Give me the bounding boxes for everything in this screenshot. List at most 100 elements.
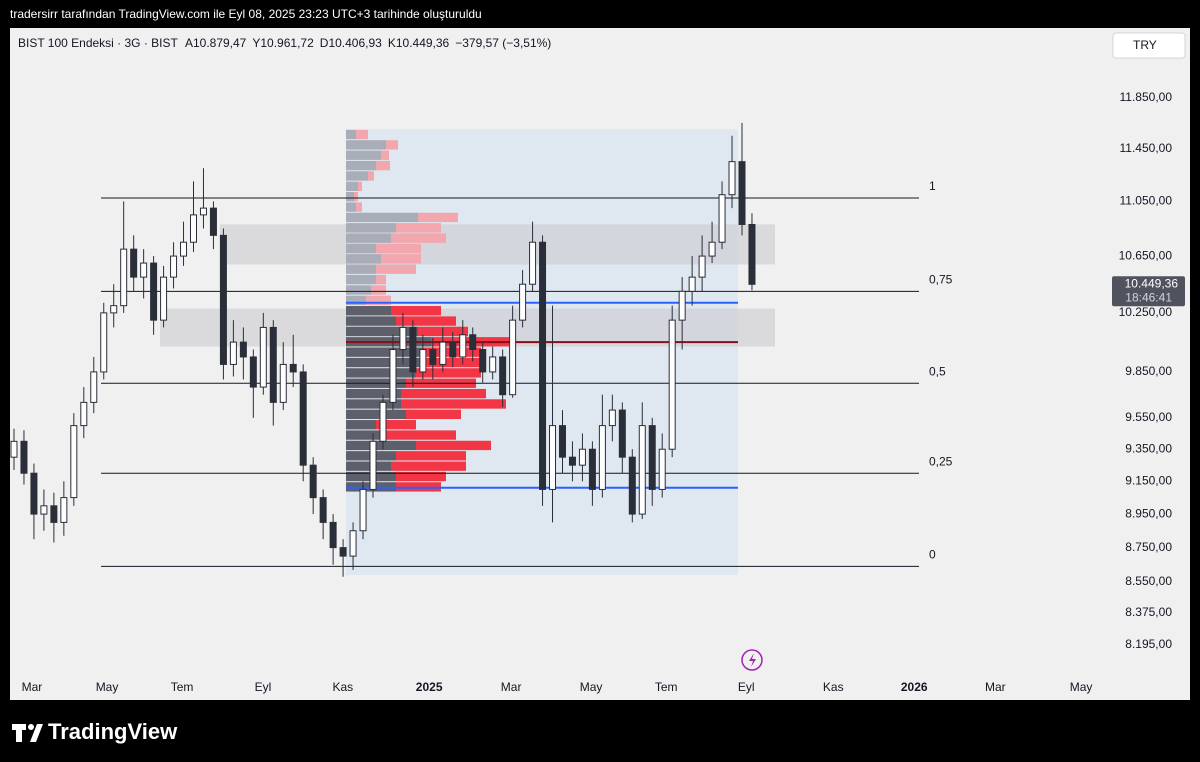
- x-tick-label: May: [580, 680, 603, 694]
- x-tick-label: Tem: [655, 680, 678, 694]
- candle-body: [459, 334, 467, 358]
- brand: TradingView: [48, 719, 178, 744]
- profile-down: [381, 430, 456, 440]
- profile-up: [346, 399, 401, 409]
- candle-body: [229, 341, 237, 365]
- x-tick-label: Eyl: [255, 680, 272, 694]
- candle-body: [219, 234, 227, 365]
- y-tick-label: 9.550,00: [1125, 410, 1172, 424]
- currency: TRY: [1133, 38, 1157, 52]
- candle-body: [489, 356, 497, 373]
- profile-up: [346, 430, 381, 440]
- profile-down: [386, 140, 398, 150]
- profile-down: [376, 160, 390, 171]
- profile-down: [376, 243, 421, 254]
- profile-down: [358, 181, 362, 192]
- candle-body: [479, 349, 487, 373]
- candle-body: [718, 194, 726, 243]
- candle-body: [130, 248, 138, 278]
- candle-body: [409, 326, 417, 373]
- symbol: BIST 100 Endeksi · 3G · BIST: [18, 36, 179, 50]
- y-tick-label: 10.250,00: [1119, 305, 1173, 319]
- profile-up: [346, 171, 368, 181]
- profile-up: [346, 409, 406, 420]
- profile-down: [418, 212, 458, 223]
- candle-body: [299, 371, 307, 466]
- candle-body: [568, 456, 576, 466]
- price-tag-label: 10.449,36: [1125, 276, 1179, 290]
- candle-body: [50, 505, 58, 523]
- candle-body: [339, 547, 347, 557]
- candle-body: [558, 425, 566, 458]
- candle-body: [449, 341, 457, 358]
- ohlc-key: K: [388, 36, 396, 50]
- candle-body: [389, 349, 397, 403]
- watermark: tradersirr tarafından TradingView.com il…: [10, 7, 482, 21]
- candle-body: [499, 356, 507, 396]
- profile-down: [354, 192, 358, 202]
- y-tick-label: 11.050,00: [1120, 194, 1173, 208]
- candle-body: [100, 312, 108, 373]
- profile-down: [391, 233, 446, 243]
- y-tick-label: 11.450,00: [1120, 141, 1173, 155]
- candle-body: [369, 440, 377, 490]
- candle-body: [738, 161, 746, 225]
- profile-down: [356, 202, 362, 212]
- profile-up: [346, 223, 396, 233]
- candle-body: [359, 488, 367, 532]
- y-tick-label: 8.195,00: [1125, 637, 1172, 651]
- candle-body: [439, 341, 447, 365]
- fib-label: 0,75: [929, 273, 953, 287]
- profile-down: [401, 388, 486, 399]
- profile-down: [376, 420, 416, 430]
- candle-body: [688, 276, 696, 292]
- profile-up: [346, 357, 426, 368]
- candle-body: [349, 530, 357, 557]
- candle-body: [150, 262, 158, 321]
- event-icon[interactable]: [741, 649, 763, 671]
- profile-up: [346, 264, 376, 274]
- y-tick-label: 8.950,00: [1125, 506, 1172, 520]
- x-tick-label: Mar: [985, 680, 1006, 694]
- x-tick-label: May: [96, 680, 119, 694]
- profile-down: [366, 295, 391, 306]
- candle-body: [578, 448, 586, 466]
- ohlc-value: 10.879,47: [193, 36, 247, 50]
- candle-body: [379, 401, 387, 442]
- legend: BIST 100 Endeksi · 3G · BIST A10.879,47 Y1…: [18, 36, 551, 50]
- candle-body: [419, 349, 427, 373]
- countdown: 18:46:41: [1125, 290, 1172, 304]
- x-tick-label: Mar: [22, 680, 43, 694]
- candle-body: [399, 326, 407, 351]
- candle-body: [20, 440, 28, 474]
- profile-up: [346, 440, 416, 451]
- fib-label: 0: [929, 548, 936, 562]
- profile-down: [426, 357, 486, 368]
- profile-up: [346, 129, 356, 140]
- profile-up: [346, 274, 376, 285]
- candle-body: [80, 401, 88, 427]
- candle-body: [239, 341, 247, 358]
- x-tick-label: 2025: [416, 680, 443, 694]
- y-tick-label: 8.750,00: [1125, 540, 1172, 554]
- candle-body: [539, 241, 547, 490]
- candle-body: [678, 290, 686, 321]
- profile-down: [396, 316, 456, 326]
- currency-button[interactable]: [1112, 32, 1186, 59]
- candle-body: [319, 497, 327, 523]
- candle-body: [160, 276, 168, 321]
- candle-body: [728, 161, 736, 196]
- x-tick-label: 2026: [901, 680, 928, 694]
- change: −379,57 (−3,51%): [455, 36, 551, 50]
- candle-body: [509, 319, 517, 396]
- event-bolt: [749, 653, 756, 667]
- profile-up: [346, 326, 418, 337]
- profile-down: [416, 368, 481, 378]
- candle-body: [698, 255, 706, 278]
- y-tick-label: 8.375,00: [1125, 605, 1172, 619]
- profile-down: [416, 440, 491, 451]
- fib-label: 1: [929, 179, 936, 193]
- y-tick-label: 8.550,00: [1125, 574, 1172, 588]
- profile-up: [346, 306, 391, 316]
- profile-up: [346, 160, 376, 171]
